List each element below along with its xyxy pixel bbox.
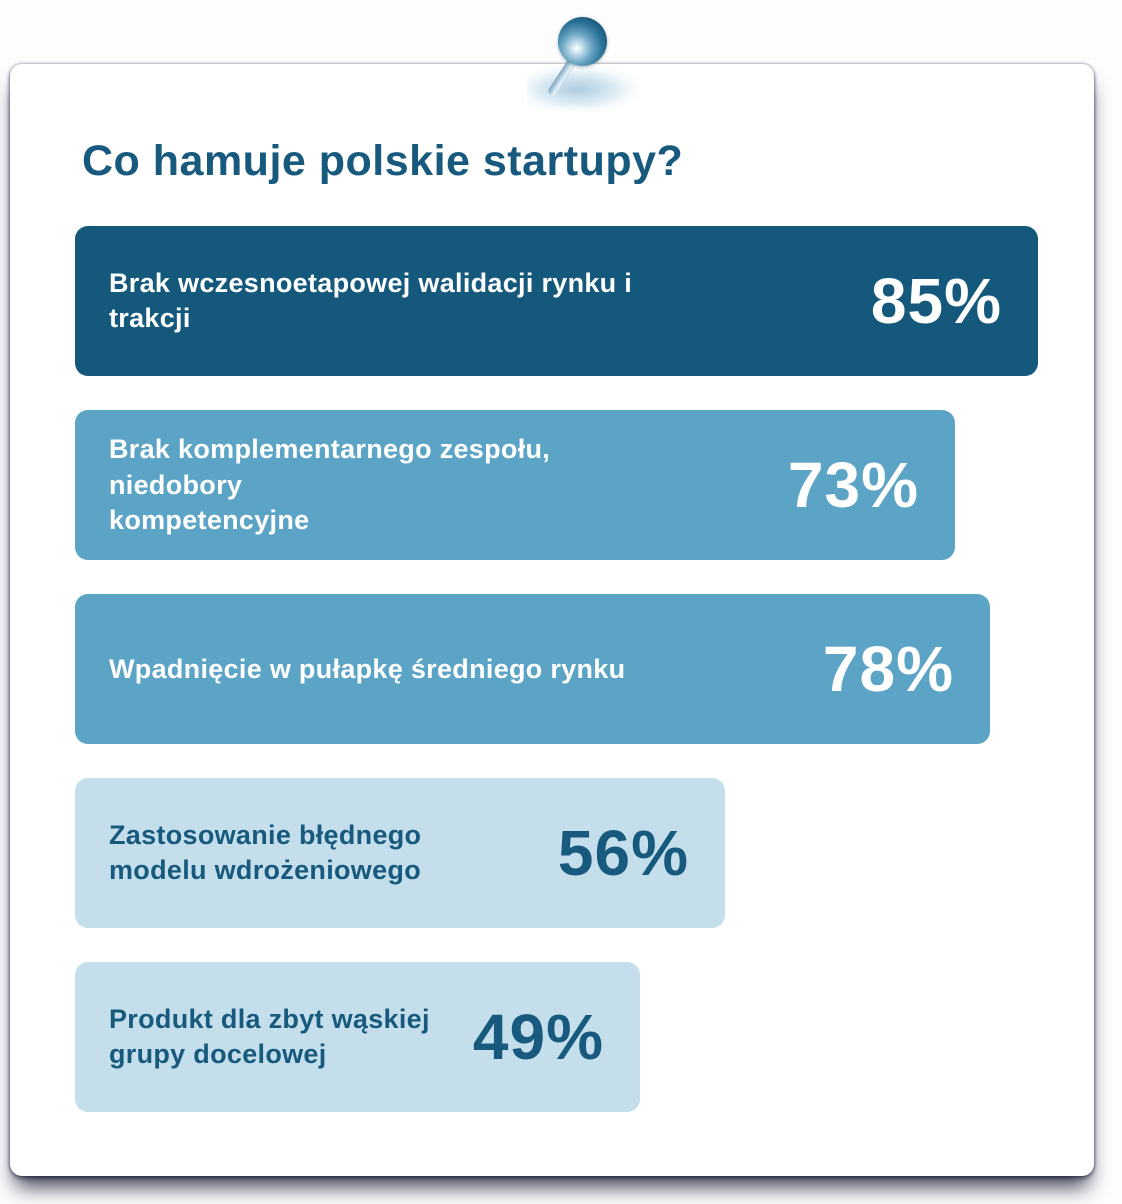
bar-row: Brak wczesnoetapowej walidacji rynku i t…	[75, 226, 1038, 377]
bar-label: Brak wczesnoetapowej walidacji rynku i t…	[109, 267, 633, 334]
infographic-card: Co hamuje polskie startupy? Brak wczesno…	[10, 64, 1094, 1176]
bar-row: Zastosowanie błędnego modelu wdrożeniowe…	[75, 778, 725, 929]
pin-head-icon	[558, 17, 607, 66]
bar-row: Brak komplementarnego zespołu, niedobory…	[75, 410, 955, 561]
bar-row: Wpadnięcie w pułapkę średniego rynku 78%	[75, 594, 990, 745]
bar-label: Brak komplementarnego zespołu, niedobory…	[109, 434, 551, 536]
bar-label: Wpadnięcie w pułapkę średniego rynku	[109, 653, 626, 684]
bar-value: 56%	[557, 817, 689, 890]
bar-row: Produkt dla zbyt wąskiej grupy docelowej…	[75, 962, 640, 1113]
bar-chart: Brak wczesnoetapowej walidacji rynku i t…	[75, 226, 1094, 1113]
bar-value: 85%	[870, 265, 1002, 338]
page-title: Co hamuje polskie startupy?	[82, 137, 684, 185]
bar-value: 73%	[787, 449, 919, 522]
bar-value: 78%	[822, 633, 954, 706]
bar-label: Produkt dla zbyt wąskiej grupy docelowej	[109, 1003, 430, 1070]
bar-label: Zastosowanie błędnego modelu wdrożeniowe…	[109, 819, 422, 886]
bar-value: 49%	[472, 1001, 604, 1074]
